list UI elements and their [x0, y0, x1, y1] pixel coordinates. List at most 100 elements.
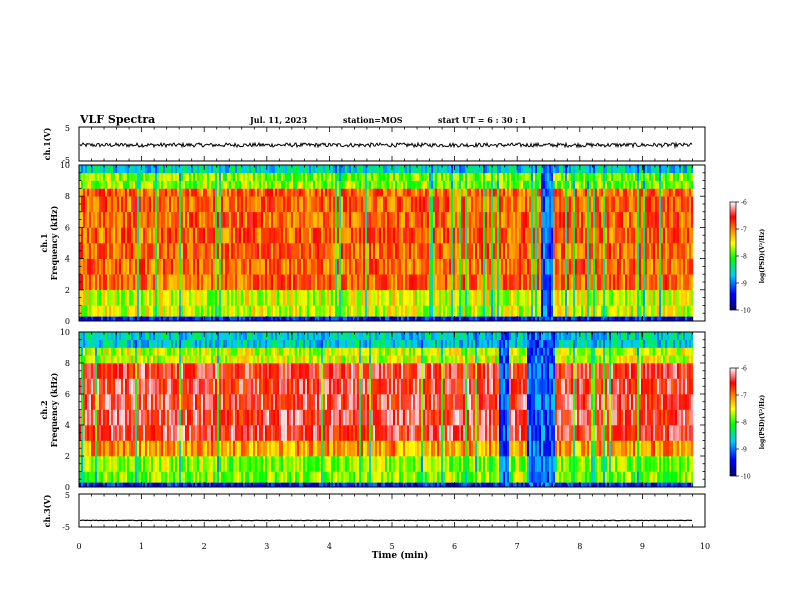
spectrogram-cell [193, 259, 195, 275]
spectrogram-cell [117, 181, 119, 189]
spectrogram-cell [443, 188, 445, 196]
spectrogram-cell [315, 243, 317, 259]
spectrogram-cell [461, 181, 463, 189]
spectrogram-cell [167, 456, 169, 472]
spectrogram-cell [187, 363, 189, 379]
spectrogram-cell [297, 196, 299, 212]
spectrogram-cell [153, 181, 155, 189]
spectrogram-cell [389, 173, 391, 181]
spectrogram-cell [513, 181, 515, 189]
spectrogram-cell [583, 243, 585, 259]
spectrogram-cell [637, 181, 639, 189]
spectrogram-cell [347, 274, 349, 290]
spectrogram-cell [327, 243, 329, 259]
spectrogram-cell [293, 274, 295, 290]
spectrogram-cell [183, 340, 185, 348]
spectrogram-cell [261, 290, 263, 306]
spectrogram-cell [199, 212, 201, 228]
spectrogram-cell [235, 243, 237, 259]
spectrogram-cell [487, 305, 489, 316]
spectrogram-cell [365, 259, 367, 275]
spectrogram-cell [375, 259, 377, 275]
spectrogram-cell [675, 274, 677, 290]
spectrogram-cell [89, 274, 91, 290]
spectrogram-cell [651, 196, 653, 212]
spectrogram-cell [517, 181, 519, 189]
spectrogram-cell [457, 181, 459, 189]
spectrogram-cell [225, 259, 227, 275]
spectrogram-cell [381, 243, 383, 259]
spectrogram-cell [103, 181, 105, 189]
spectrogram-cell [373, 181, 375, 189]
spectrogram-cell [609, 212, 611, 228]
spectrogram-cell [637, 165, 639, 173]
spectrogram-cell [659, 305, 661, 316]
spectrogram-cell [537, 243, 539, 259]
spectrogram-cell [689, 212, 691, 228]
spectrogram-cell [497, 305, 499, 316]
spectrogram-cell [105, 379, 107, 395]
spectrogram-cell [577, 181, 579, 189]
spectrogram-cell [233, 243, 235, 259]
spectrogram-cell [97, 305, 99, 316]
spectrogram-cell [597, 165, 599, 173]
spectrogram-cell [185, 227, 187, 243]
spectrogram-cell [93, 355, 95, 363]
spectrogram-cell [625, 165, 627, 173]
spectrogram-cell [225, 196, 227, 212]
spectrogram-cell [141, 340, 143, 348]
spectrogram-cell [411, 188, 413, 196]
spectrogram-cell [691, 227, 693, 243]
spectrogram-cell [141, 305, 143, 316]
spectrogram-cell [289, 274, 291, 290]
spectrogram-cell [485, 181, 487, 189]
spectrogram-cell [317, 212, 319, 228]
spectrogram-cell [307, 274, 309, 290]
spectrogram-cell [265, 305, 267, 316]
spectrogram-cell [383, 188, 385, 196]
spectrogram-cell [439, 259, 441, 275]
spectrogram-cell [593, 290, 595, 306]
spectrogram-cell [113, 259, 115, 275]
spectrogram-cell [335, 212, 337, 228]
spectrogram-cell [207, 243, 209, 259]
spectrogram-cell [117, 196, 119, 212]
spectrogram-cell [433, 227, 435, 243]
spectrogram-cell [629, 181, 631, 189]
spectrogram-cell [583, 290, 585, 306]
spectrogram-cell [187, 305, 189, 316]
spectrogram-cell [535, 181, 537, 189]
spectrogram-cell [231, 165, 233, 173]
spectrogram-cell [419, 243, 421, 259]
spectrogram-cell [333, 227, 335, 243]
spectrogram-cell [97, 181, 99, 189]
spectrogram-cell [641, 305, 643, 316]
spectrogram-cell [133, 181, 135, 189]
spectrogram-cell [361, 212, 363, 228]
spectrogram-cell [169, 394, 171, 410]
spectrogram-cell [113, 227, 115, 243]
spectrogram-cell [535, 173, 537, 181]
spectrogram-cell [331, 165, 333, 173]
spectrogram-cell [143, 227, 145, 243]
spectrogram-cell [211, 227, 213, 243]
spectrogram-cell [581, 243, 583, 259]
spectrogram-cell [233, 165, 235, 173]
spectrogram-cell [597, 243, 599, 259]
spectrogram-cell [119, 165, 121, 173]
spectrogram-cell [107, 305, 109, 316]
spectrogram-cell [367, 212, 369, 228]
spectrogram-cell [129, 274, 131, 290]
spectrogram-cell [521, 305, 523, 316]
spectrogram-cell [409, 173, 411, 181]
spectrogram-cell [287, 181, 289, 189]
spectrogram-cell [247, 243, 249, 259]
spectrogram-cell [553, 212, 555, 228]
spectrogram-cell [191, 227, 193, 243]
spectrogram-cell [299, 181, 301, 189]
spectrogram-cell [455, 165, 457, 173]
spectrogram-cell [415, 212, 417, 228]
spectrogram-cell [471, 165, 473, 173]
spectrogram-cell [99, 441, 101, 457]
spectrogram-cell [199, 290, 201, 306]
